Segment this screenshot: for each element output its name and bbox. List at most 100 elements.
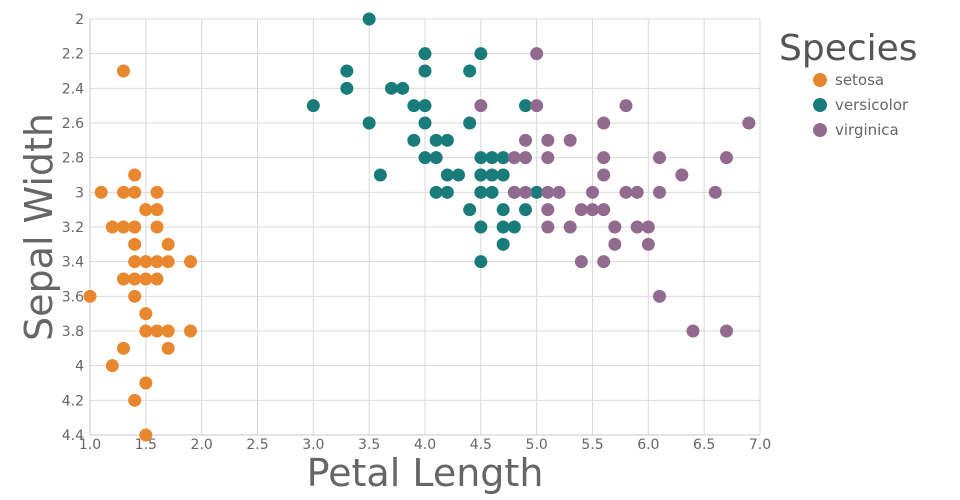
- data-point-virginica: [686, 324, 700, 338]
- x-tick-label: 2.0: [191, 437, 213, 453]
- data-point-setosa: [150, 272, 164, 286]
- data-point-versicolor: [440, 133, 454, 147]
- data-point-virginica: [507, 151, 521, 165]
- data-point-virginica: [641, 237, 655, 251]
- data-point-versicolor: [485, 168, 499, 182]
- data-point-versicolor: [519, 203, 532, 217]
- plot-frame: [89, 19, 760, 436]
- data-point-virginica: [597, 203, 611, 217]
- data-point-versicolor: [385, 81, 398, 95]
- data-point-virginica: [619, 185, 633, 199]
- data-points: [83, 12, 756, 442]
- data-point-setosa: [150, 220, 164, 234]
- data-point-virginica: [630, 185, 644, 199]
- data-point-virginica: [586, 185, 599, 199]
- y-tick-label: 2.6: [62, 116, 84, 132]
- data-point-setosa: [184, 255, 197, 269]
- data-point-virginica: [574, 255, 588, 269]
- data-point-virginica: [653, 185, 666, 199]
- y-axis-title: Sepal Width: [17, 113, 61, 341]
- x-tick-label: 3.5: [358, 437, 380, 453]
- y-tick-label: 2.8: [62, 151, 84, 167]
- data-point-versicolor: [452, 168, 465, 182]
- data-point-virginica: [597, 151, 611, 165]
- y-tick-label: 4: [75, 359, 84, 375]
- data-point-setosa: [117, 272, 130, 286]
- x-axis-ticks: 1.0 1.5 2.0 2.5 3.0 3.5 4.0 4.5 5.0 5.5 6.0 6.5 7.0: [79, 437, 771, 453]
- data-point-virginica: [541, 185, 555, 199]
- data-point-virginica: [653, 289, 666, 303]
- y-tick-label: 4.4: [62, 428, 84, 444]
- data-point-versicolor: [496, 151, 510, 165]
- data-point-versicolor: [474, 151, 488, 165]
- data-point-setosa: [105, 359, 119, 373]
- data-point-versicolor: [340, 64, 354, 78]
- data-point-virginica: [541, 133, 555, 147]
- data-point-versicolor: [440, 168, 454, 182]
- data-point-versicolor: [485, 185, 499, 199]
- x-tick-label: 7.0: [749, 437, 771, 453]
- data-point-versicolor: [496, 220, 510, 234]
- data-point-setosa: [117, 220, 130, 234]
- data-point-versicolor: [407, 133, 421, 147]
- data-point-setosa: [150, 324, 164, 338]
- data-point-versicolor: [507, 220, 521, 234]
- data-point-setosa: [128, 237, 142, 251]
- data-point-versicolor: [474, 47, 488, 61]
- y-tick-label: 3.6: [62, 289, 84, 305]
- grid: [89, 18, 761, 436]
- legend-swatch-virginica: [813, 123, 827, 137]
- data-point-setosa: [128, 272, 142, 286]
- data-point-virginica: [541, 203, 555, 217]
- data-point-versicolor: [396, 81, 410, 95]
- data-point-versicolor: [418, 151, 432, 165]
- x-tick-label: 3.0: [302, 437, 324, 453]
- data-point-versicolor: [362, 12, 376, 26]
- data-point-versicolor: [474, 168, 488, 182]
- x-tick-label: 1.0: [79, 437, 101, 453]
- data-point-versicolor: [519, 99, 532, 113]
- data-point-setosa: [139, 428, 153, 442]
- y-axis-ticks: 2 2.2 2.4 2.6 2.8 3 3.2 3.4 3.6 3.8 4 4.2 4.4: [62, 12, 84, 444]
- x-tick-label: 6.5: [693, 437, 715, 453]
- data-point-versicolor: [306, 99, 320, 113]
- data-point-versicolor: [485, 151, 499, 165]
- data-point-virginica: [563, 220, 577, 234]
- data-point-setosa: [150, 185, 164, 199]
- x-tick-label: 6.0: [637, 437, 659, 453]
- legend-label-setosa: setosa: [835, 71, 884, 89]
- y-tick-label: 3.2: [62, 220, 84, 236]
- data-point-setosa: [117, 64, 130, 78]
- data-point-virginica: [608, 220, 622, 234]
- data-point-versicolor: [474, 255, 488, 269]
- data-point-setosa: [150, 255, 164, 269]
- data-point-versicolor: [463, 203, 477, 217]
- data-point-setosa: [83, 289, 97, 303]
- data-point-virginica: [597, 168, 611, 182]
- data-point-setosa: [128, 168, 142, 182]
- data-point-virginica: [519, 185, 532, 199]
- data-point-setosa: [161, 255, 175, 269]
- data-point-virginica: [742, 116, 756, 130]
- data-point-versicolor: [418, 64, 432, 78]
- data-point-versicolor: [418, 99, 432, 113]
- data-point-setosa: [161, 237, 175, 251]
- data-point-virginica: [530, 47, 544, 61]
- data-point-setosa: [94, 185, 108, 199]
- series-setosa: [83, 64, 197, 442]
- data-point-setosa: [139, 272, 153, 286]
- data-point-setosa: [139, 255, 153, 269]
- data-point-virginica: [653, 151, 666, 165]
- data-point-setosa: [128, 220, 142, 234]
- data-point-setosa: [139, 324, 153, 338]
- data-point-setosa: [105, 220, 119, 234]
- data-point-virginica: [507, 185, 521, 199]
- y-tick-label: 3.4: [62, 255, 84, 271]
- data-point-virginica: [519, 151, 532, 165]
- data-point-virginica: [720, 324, 733, 338]
- data-point-setosa: [161, 324, 175, 338]
- data-point-virginica: [608, 237, 622, 251]
- y-tick-label: 3.8: [62, 324, 84, 340]
- data-point-setosa: [128, 393, 142, 407]
